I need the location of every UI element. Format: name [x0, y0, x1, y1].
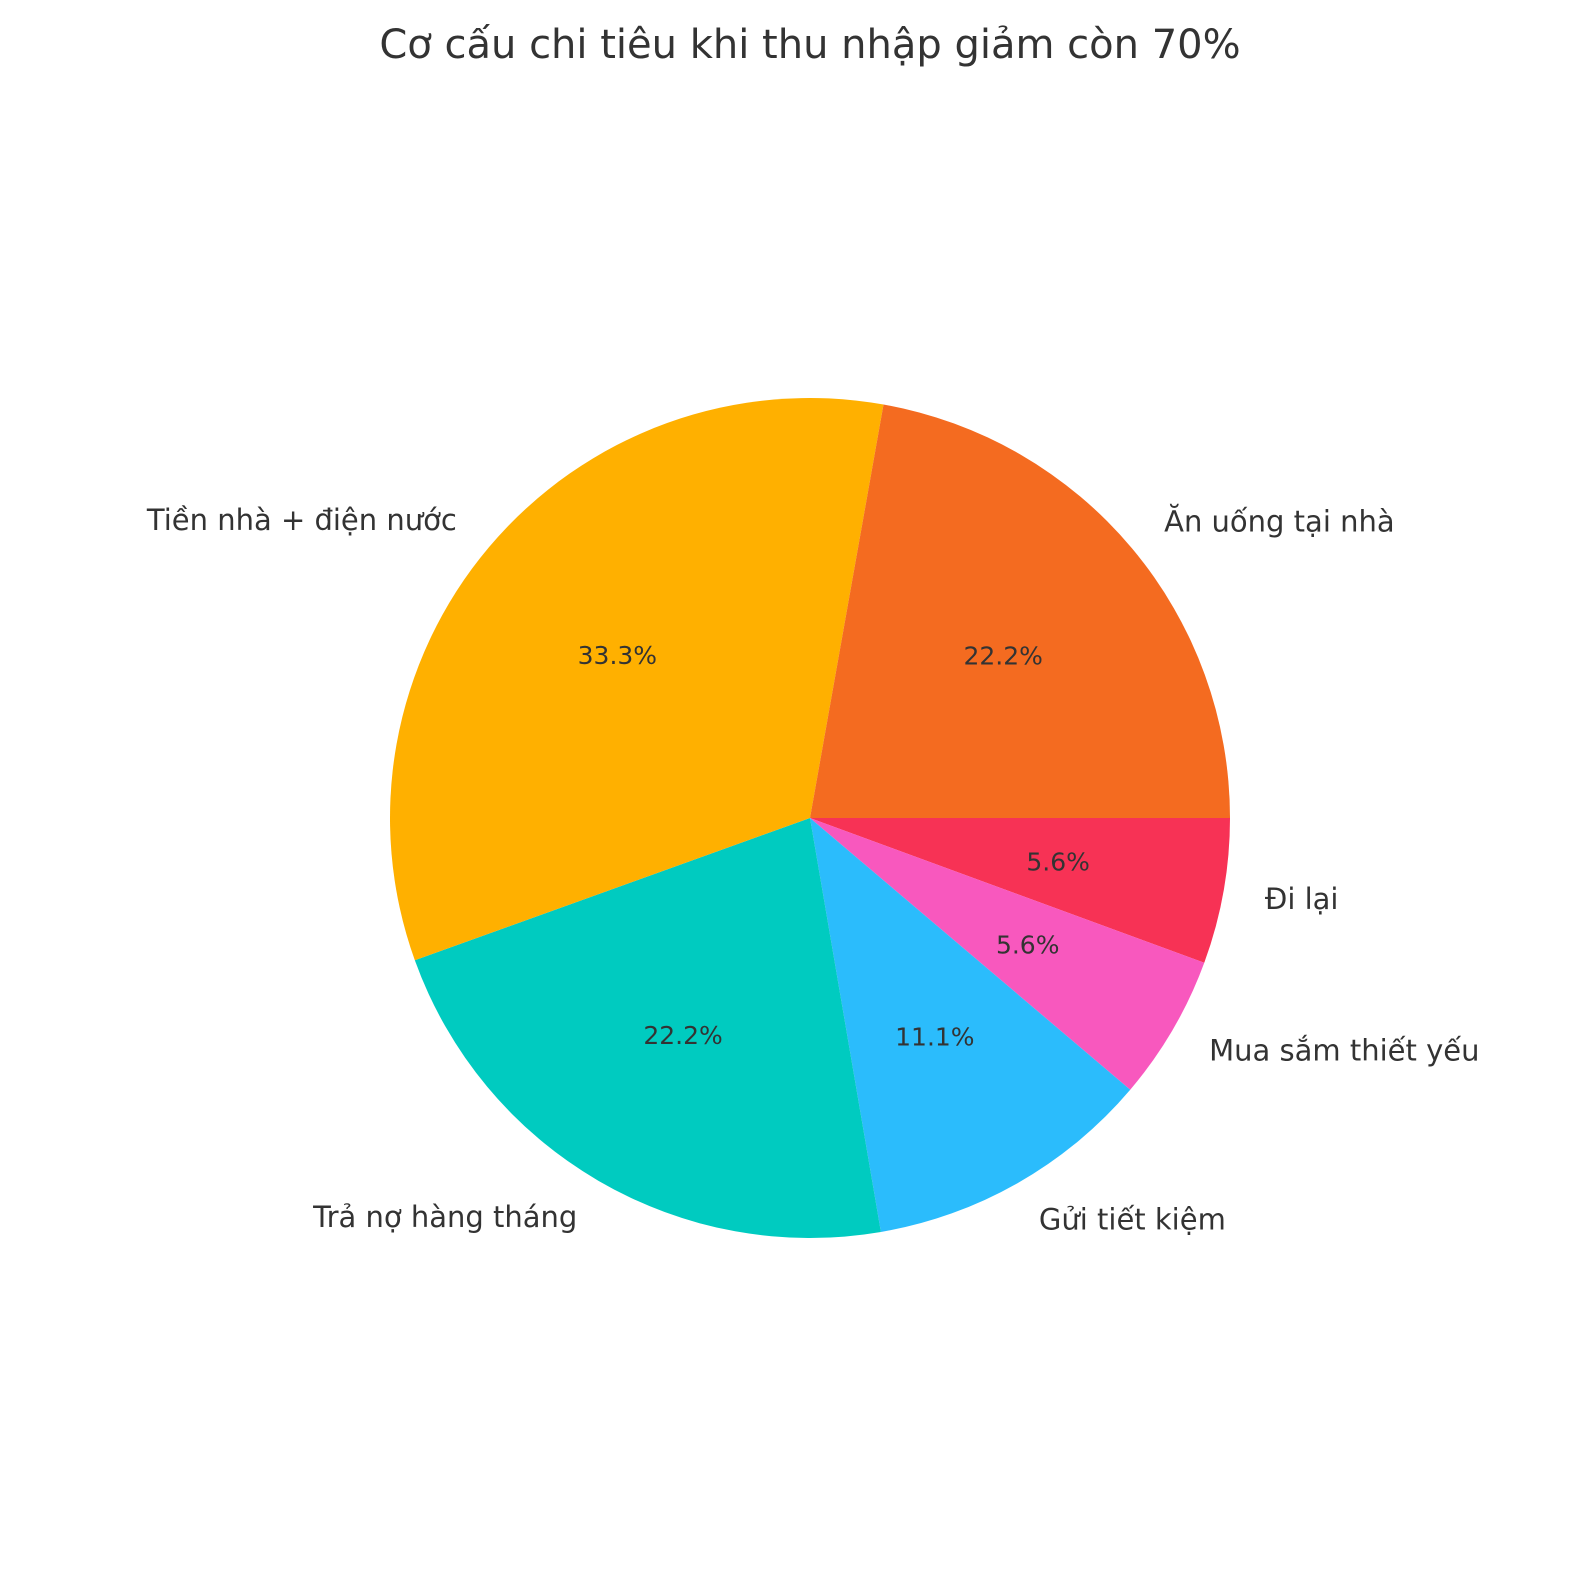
percent-label-tien-nha-dien-nuoc: 33.3% — [578, 641, 657, 670]
percent-label-mua-sam-thiet-yeu: 5.6% — [996, 930, 1060, 959]
percent-label-di-lai: 5.6% — [1026, 848, 1090, 877]
category-label-gui-tiet-kiem: Gửi tiết kiệm — [1039, 1202, 1226, 1236]
chart-title: Cơ cấu chi tiêu khi thu nhập giảm còn 70… — [379, 22, 1240, 68]
category-label-an-uong-tai-nha: Ăn uống tại nhà — [1164, 504, 1395, 538]
pie-slices — [389, 398, 1230, 1238]
percent-label-gui-tiet-kiem: 11.1% — [895, 1022, 974, 1051]
percent-labels: 5.6% 5.6% 11.1% 22.2% 33.3% 22.2% — [578, 641, 1090, 1051]
pie-slice-an-uong-tai-nha — [810, 404, 1230, 818]
pie-slice-tra-no-hang-thang — [414, 818, 881, 1238]
category-labels: Đi lại Mua sắm thiết yếu Gửi tiết kiệm Trả … — [146, 503, 1480, 1236]
percent-label-an-uong-tai-nha: 22.2% — [963, 642, 1042, 671]
pie-slice-mua-sam-thiet-yeu — [810, 818, 1205, 1090]
percent-label-tra-no-hang-thang: 22.2% — [643, 1021, 722, 1050]
pie-slice-tien-nha-dien-nuoc — [389, 398, 884, 961]
pie-slice-gui-tiet-kiem — [810, 818, 1131, 1232]
category-label-mua-sam-thiet-yeu: Mua sắm thiết yếu — [1209, 1034, 1479, 1068]
pie-slice-di-lai — [810, 818, 1230, 963]
category-label-di-lai: Đi lại — [1265, 882, 1339, 916]
category-label-tra-no-hang-thang: Trả nợ hàng tháng — [312, 1200, 577, 1234]
category-label-tien-nha-dien-nuoc: Tiền nhà + điện nước — [146, 503, 457, 537]
